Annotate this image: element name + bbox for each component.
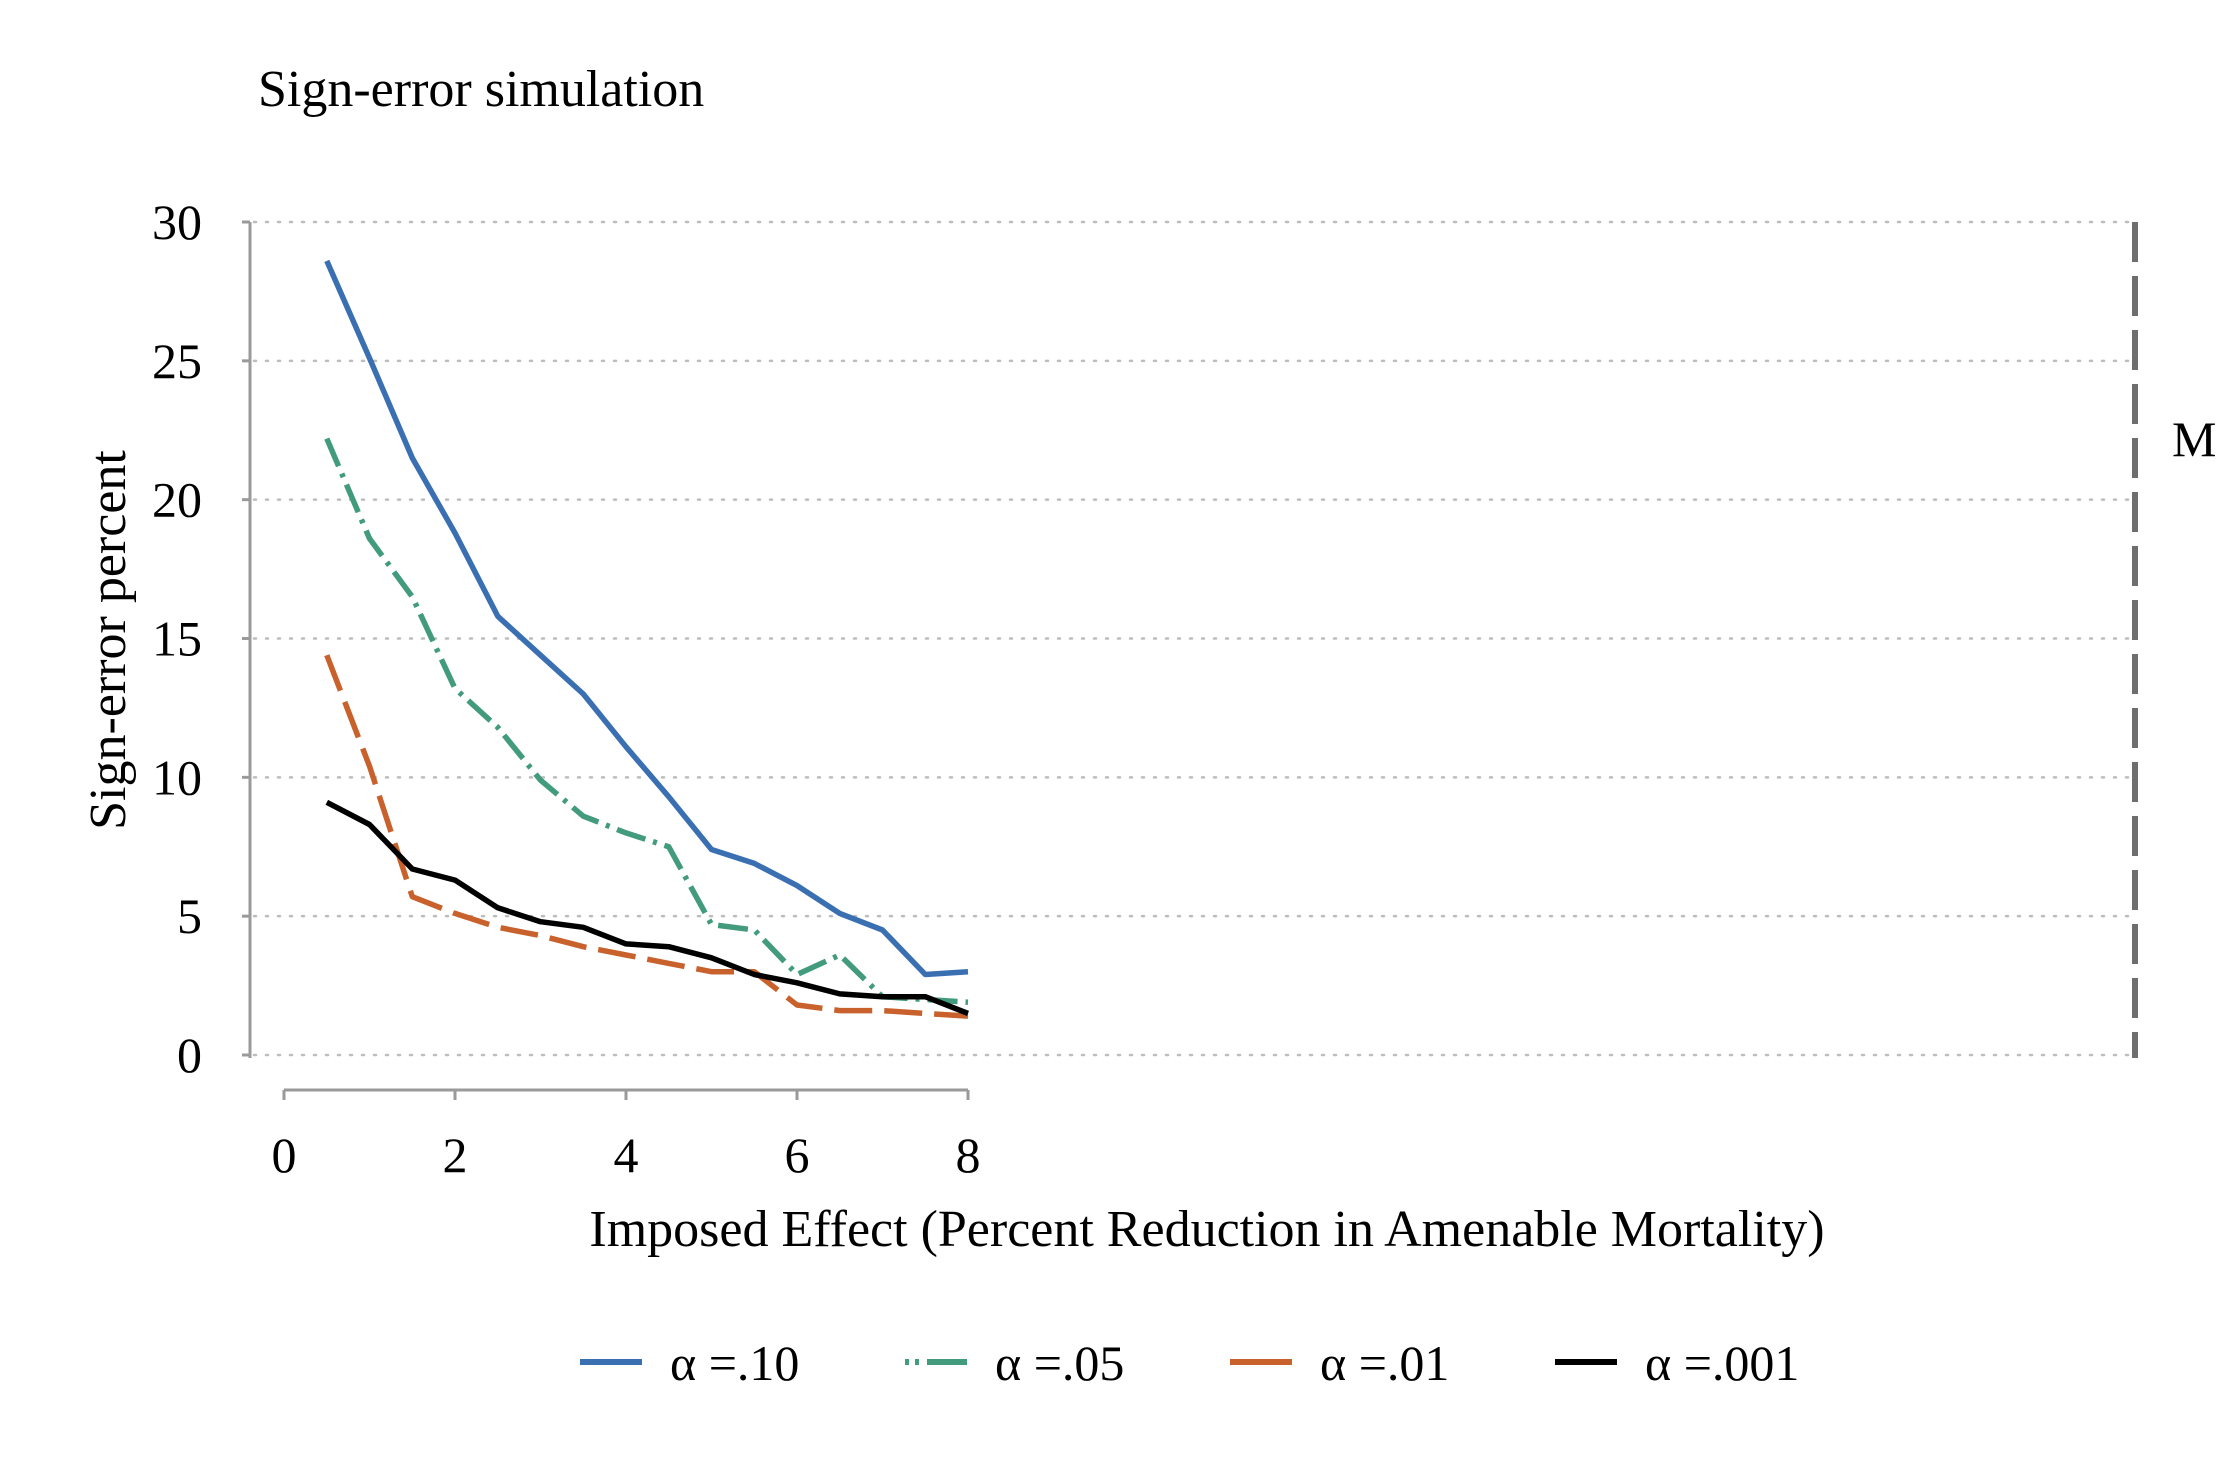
legend-label-1: α =.10 <box>670 1335 799 1391</box>
annotation-layer: M <box>2132 222 2216 1058</box>
y-tick-label: 5 <box>177 888 202 944</box>
legend-label-3: α =.01 <box>1320 1335 1449 1391</box>
x-axis-title: Imposed Effect (Percent Reduction in Ame… <box>589 1201 1824 1258</box>
x-tick-label: 4 <box>614 1127 639 1183</box>
y-tick-label: 30 <box>152 194 202 250</box>
legend-label-4: α =.001 <box>1645 1335 1799 1391</box>
x-tick-label: 8 <box>956 1127 981 1183</box>
x-axis: 0 2 4 6 8 <box>272 1088 981 1183</box>
gridlines <box>252 220 2137 1057</box>
series-layer <box>324 259 970 1019</box>
series-line-1 <box>324 259 969 978</box>
y-axis-title: Sign-error percent <box>80 450 137 830</box>
y-tick-label: 10 <box>152 749 202 805</box>
y-tick-label: 15 <box>152 611 202 667</box>
series-line-2 <box>324 437 969 1005</box>
series-line-4 <box>325 799 970 1016</box>
legend-label-2: α =.05 <box>995 1335 1124 1391</box>
chart-title: Sign-error simulation <box>258 61 704 118</box>
x-tick-label: 0 <box>272 1127 297 1183</box>
x-tick-label: 2 <box>443 1127 468 1183</box>
legend: α =.10 α =.05 α =.01 α =.001 <box>580 1335 1799 1391</box>
y-axis: 0 5 10 15 20 25 30 <box>152 194 252 1083</box>
y-tick-label: 20 <box>152 472 202 528</box>
y-tick-label: 0 <box>177 1027 202 1083</box>
series-line-3 <box>324 654 969 1019</box>
annotation-label: M <box>2172 411 2216 467</box>
y-tick-label: 25 <box>152 333 202 389</box>
x-tick-label: 6 <box>785 1127 810 1183</box>
